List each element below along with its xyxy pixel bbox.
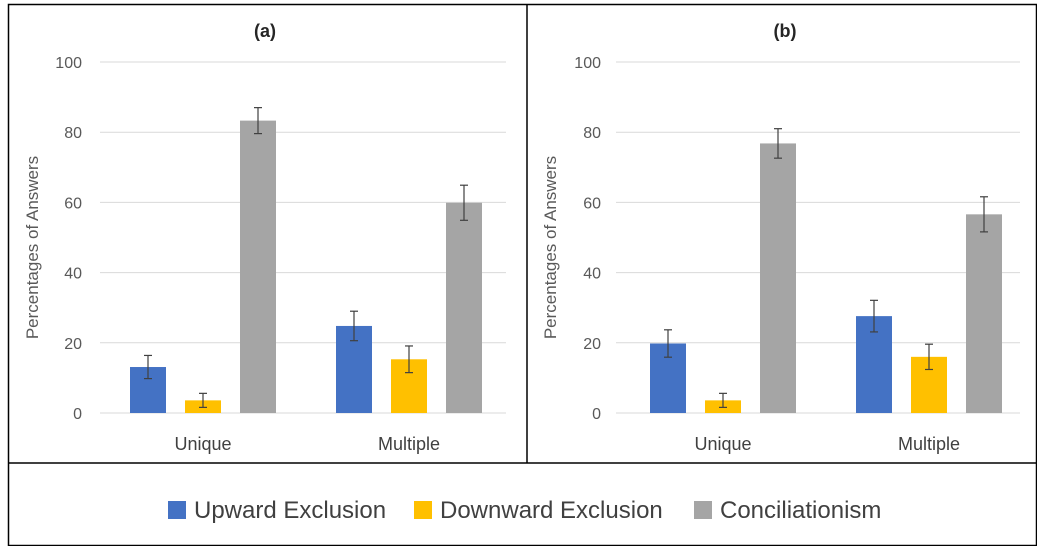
y-tick-label: 80 <box>64 125 82 142</box>
y-tick-label: 100 <box>574 55 601 72</box>
y-tick-label: 40 <box>583 266 601 283</box>
panel-b: (b) Percentages of Answers 0 20 40 60 80 100 Uni… <box>541 21 1020 454</box>
y-tick-label: 20 <box>583 336 601 353</box>
legend: Upward Exclusion Downward Exclusion Concil… <box>168 497 881 524</box>
x-tick-label: Multiple <box>898 434 960 454</box>
x-tick-label: Unique <box>694 434 751 454</box>
y-tick-label: 60 <box>64 195 82 212</box>
bar-conciliationism <box>966 214 1002 413</box>
y-tick-label: 20 <box>64 336 82 353</box>
legend-label: Upward Exclusion <box>194 497 386 524</box>
y-axis-title: Percentages of Answers <box>541 156 560 339</box>
y-tick-label: 60 <box>583 195 601 212</box>
y-axis-title: Percentages of Answers <box>23 156 42 339</box>
legend-swatch <box>414 501 432 519</box>
legend-label: Conciliationism <box>720 497 881 524</box>
legend-swatch <box>694 501 712 519</box>
x-tick-label: Multiple <box>378 434 440 454</box>
panel-title: (b) <box>774 21 797 41</box>
panel-a: (a) Percentages of Answers 0 20 40 60 80 100 Uni… <box>23 21 506 454</box>
x-tick-label: Unique <box>174 434 231 454</box>
y-tick-label: 40 <box>64 266 82 283</box>
y-tick-label: 100 <box>55 55 82 72</box>
legend-label: Downward Exclusion <box>440 497 663 524</box>
bar-conciliationism <box>760 143 796 413</box>
figure-border <box>7 3 1037 546</box>
y-tick-label: 0 <box>592 406 601 423</box>
panel-title: (a) <box>254 21 276 41</box>
y-tick-label: 80 <box>583 125 601 142</box>
y-tick-label: 0 <box>73 406 82 423</box>
bar-conciliationism <box>446 202 482 413</box>
legend-swatch <box>168 501 186 519</box>
bar-conciliationism <box>240 120 276 413</box>
